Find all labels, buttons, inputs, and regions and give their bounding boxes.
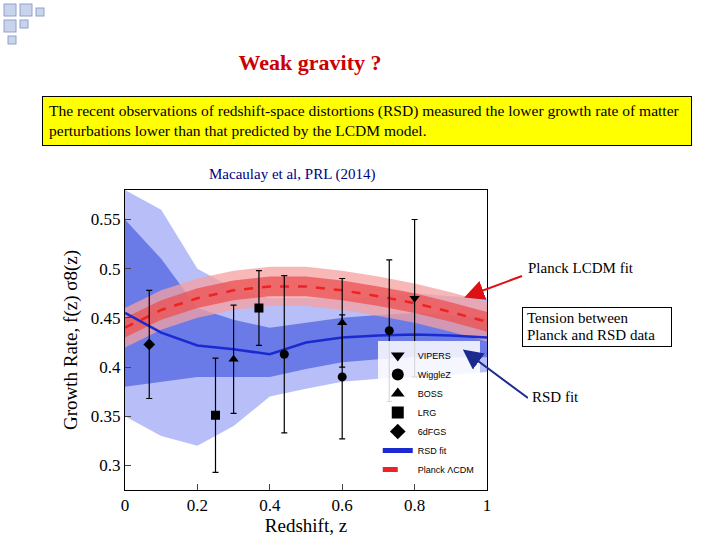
- svg-text:VIPERS: VIPERS: [418, 351, 451, 361]
- html-text:Planck LCDM fit: Planck LCDM fit: [528, 260, 633, 276]
- svg-text:0.8: 0.8: [404, 496, 425, 515]
- svg-text:BOSS: BOSS: [418, 389, 443, 399]
- svg-text:0.35: 0.35: [91, 407, 121, 426]
- svg-text:RSD fit: RSD fit: [418, 446, 447, 456]
- svg-text:Planck ΛCDM: Planck ΛCDM: [418, 465, 474, 475]
- svg-text:Redshift, z: Redshift, z: [265, 515, 347, 536]
- svg-text:Growth Rate, f(z) σ8(z): Growth Rate, f(z) σ8(z): [60, 250, 82, 430]
- svg-text:1: 1: [483, 496, 492, 515]
- html-text:Tension between Planck and RSD: Tension between Planck and RSD data: [527, 310, 655, 343]
- svg-text:0.6: 0.6: [332, 496, 353, 515]
- svg-text:0.55: 0.55: [91, 210, 121, 229]
- svg-text:0.3: 0.3: [99, 456, 120, 475]
- svg-text:0.4: 0.4: [99, 358, 121, 377]
- html-text:The recent observations of red: The recent observations of redshift-spac…: [49, 102, 679, 140]
- svg-text:6dFGS: 6dFGS: [418, 427, 447, 437]
- svg-text:0: 0: [121, 496, 130, 515]
- svg-text:LRG: LRG: [418, 408, 437, 418]
- svg-text:0.45: 0.45: [91, 309, 121, 328]
- svg-text:0.4: 0.4: [259, 496, 281, 515]
- html-text:Weak gravity ?: Weak gravity ?: [238, 50, 382, 75]
- svg-text:0.5: 0.5: [99, 260, 120, 279]
- svg-text:WiggleZ: WiggleZ: [418, 370, 452, 380]
- svg-text:0.2: 0.2: [187, 496, 208, 515]
- html-text:RSD fit: RSD fit: [532, 389, 579, 405]
- html-text:Macaulay et al, PRL (2014): Macaulay et al, PRL (2014): [209, 166, 376, 182]
